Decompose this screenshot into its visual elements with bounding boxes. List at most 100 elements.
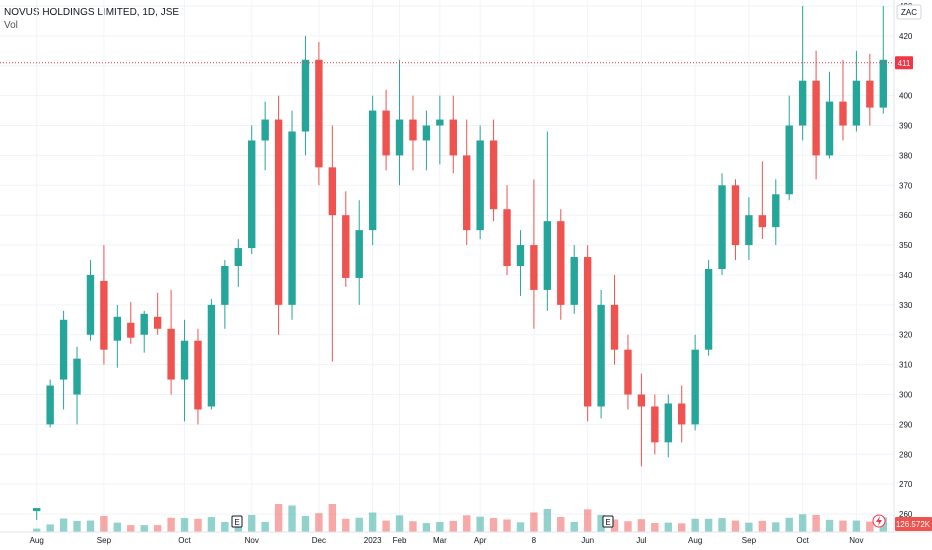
y-tick-16: 420	[899, 32, 913, 41]
candle-body-35	[503, 209, 511, 266]
volume-bar-45	[637, 519, 646, 532]
candle-body-31	[449, 119, 457, 156]
currency-label: ZAC	[901, 8, 917, 17]
candle-body-32	[463, 155, 471, 231]
legend-volume-label: Vol	[4, 20, 18, 31]
volume-bar-58	[812, 514, 820, 532]
candle-body-59	[825, 101, 834, 156]
svg-text:E: E	[605, 518, 610, 527]
candle-body-0	[33, 508, 41, 512]
time-axis[interactable]	[0, 532, 932, 550]
candle-body-19	[288, 131, 296, 305]
volume-bar-17	[261, 521, 269, 532]
volume-bar-46	[651, 523, 659, 532]
volume-bar-39	[557, 517, 565, 532]
y-tick-12: 380	[899, 151, 913, 160]
candle-body-15	[234, 248, 242, 266]
x-tick-3: Nov	[245, 536, 259, 545]
volume-bar-50	[704, 518, 713, 532]
candle-body-42	[597, 304, 605, 407]
volume-bar-40	[570, 521, 578, 532]
earnings-marker-2[interactable]: E	[602, 515, 614, 528]
volume-bar-62	[866, 521, 874, 532]
x-tick-9: 8	[532, 536, 537, 545]
candle-body-49	[691, 349, 699, 425]
volume-bar-41	[583, 509, 592, 532]
volume-bar-42	[597, 514, 605, 532]
candle-body-41	[583, 257, 592, 407]
volume-bar-53	[745, 522, 753, 532]
legend-title: NOVUS HOLDINGS LIMITED, 1D, JSE	[4, 7, 180, 18]
currency-badge[interactable]: ZAC	[896, 4, 922, 20]
candle-body-63	[879, 59, 887, 108]
volume-bar-29	[422, 523, 431, 532]
chart-legend: NOVUS HOLDINGS LIMITED, 1D, JSE Vol	[4, 6, 179, 32]
candle-body-28	[409, 119, 417, 141]
volume-bar-31	[449, 520, 457, 532]
earnings-marker-1[interactable]: E	[231, 515, 243, 528]
candle-body-23	[342, 215, 350, 278]
candle-body-11	[180, 340, 189, 380]
current-price-badge: 411	[895, 56, 913, 70]
candle-body-12	[194, 340, 202, 410]
x-tick-0: Aug	[30, 536, 44, 545]
x-tick-5: 2023	[364, 536, 382, 545]
candle-body-62	[866, 80, 874, 108]
candle-body-33	[476, 140, 484, 231]
candle-body-43	[610, 304, 619, 350]
volume-bars	[33, 504, 887, 532]
candle-body-53	[745, 215, 753, 246]
candle-body-37	[530, 245, 538, 290]
volume-bar-35	[503, 519, 511, 532]
x-tick-2: Oct	[178, 536, 191, 545]
x-tick-1: Sep	[97, 536, 112, 545]
volume-bar-54	[758, 520, 767, 532]
volume-bar-19	[288, 505, 296, 532]
candle-body-8	[140, 313, 148, 335]
candle-body-4	[86, 274, 95, 335]
y-tick-9: 350	[899, 241, 913, 250]
x-tick-15: Nov	[849, 536, 863, 545]
price-axis[interactable]	[894, 0, 932, 532]
candle-body-50	[704, 268, 713, 350]
y-tick-2: 280	[899, 450, 913, 459]
y-tick-0: 260	[899, 510, 913, 519]
candle-body-18	[274, 119, 283, 305]
y-tick-8: 340	[899, 271, 913, 280]
volume-bar-61	[852, 520, 861, 532]
candle-body-26	[382, 110, 390, 156]
x-tick-8: Apr	[474, 536, 487, 545]
y-tick-4: 300	[899, 391, 913, 400]
flash-icon[interactable]	[872, 514, 886, 528]
volume-bar-2	[59, 518, 68, 532]
volume-bar-9	[153, 525, 162, 532]
candle-body-61	[852, 80, 861, 126]
candle-body-6	[113, 316, 122, 341]
candle-body-56	[785, 125, 793, 195]
chart-grid	[0, 0, 894, 532]
candle-body-52	[731, 185, 740, 246]
volume-bar-16	[248, 514, 256, 532]
volume-bar-0	[33, 528, 41, 532]
volume-badge: 126.572K	[895, 517, 932, 531]
volume-bar-59	[825, 519, 834, 532]
candle-body-39	[557, 221, 565, 305]
y-tick-7: 330	[899, 301, 913, 310]
volume-bar-7	[127, 525, 135, 532]
volume-bar-60	[839, 520, 847, 532]
y-tick-3: 290	[899, 420, 913, 429]
candle-body-3	[73, 358, 81, 395]
candle-body-14	[221, 266, 229, 305]
volume-bar-51	[718, 518, 726, 532]
y-tick-11: 370	[899, 181, 913, 190]
candle-body-34	[489, 140, 498, 210]
volume-bar-34	[489, 518, 498, 532]
candle-body-7	[127, 322, 135, 338]
x-tick-10: Jun	[581, 536, 594, 545]
y-tick-6: 320	[899, 331, 913, 340]
x-tick-6: Feb	[393, 536, 407, 545]
x-tick-12: Aug	[688, 536, 702, 545]
candle-body-46	[651, 406, 659, 443]
y-tick-10: 360	[899, 211, 913, 220]
